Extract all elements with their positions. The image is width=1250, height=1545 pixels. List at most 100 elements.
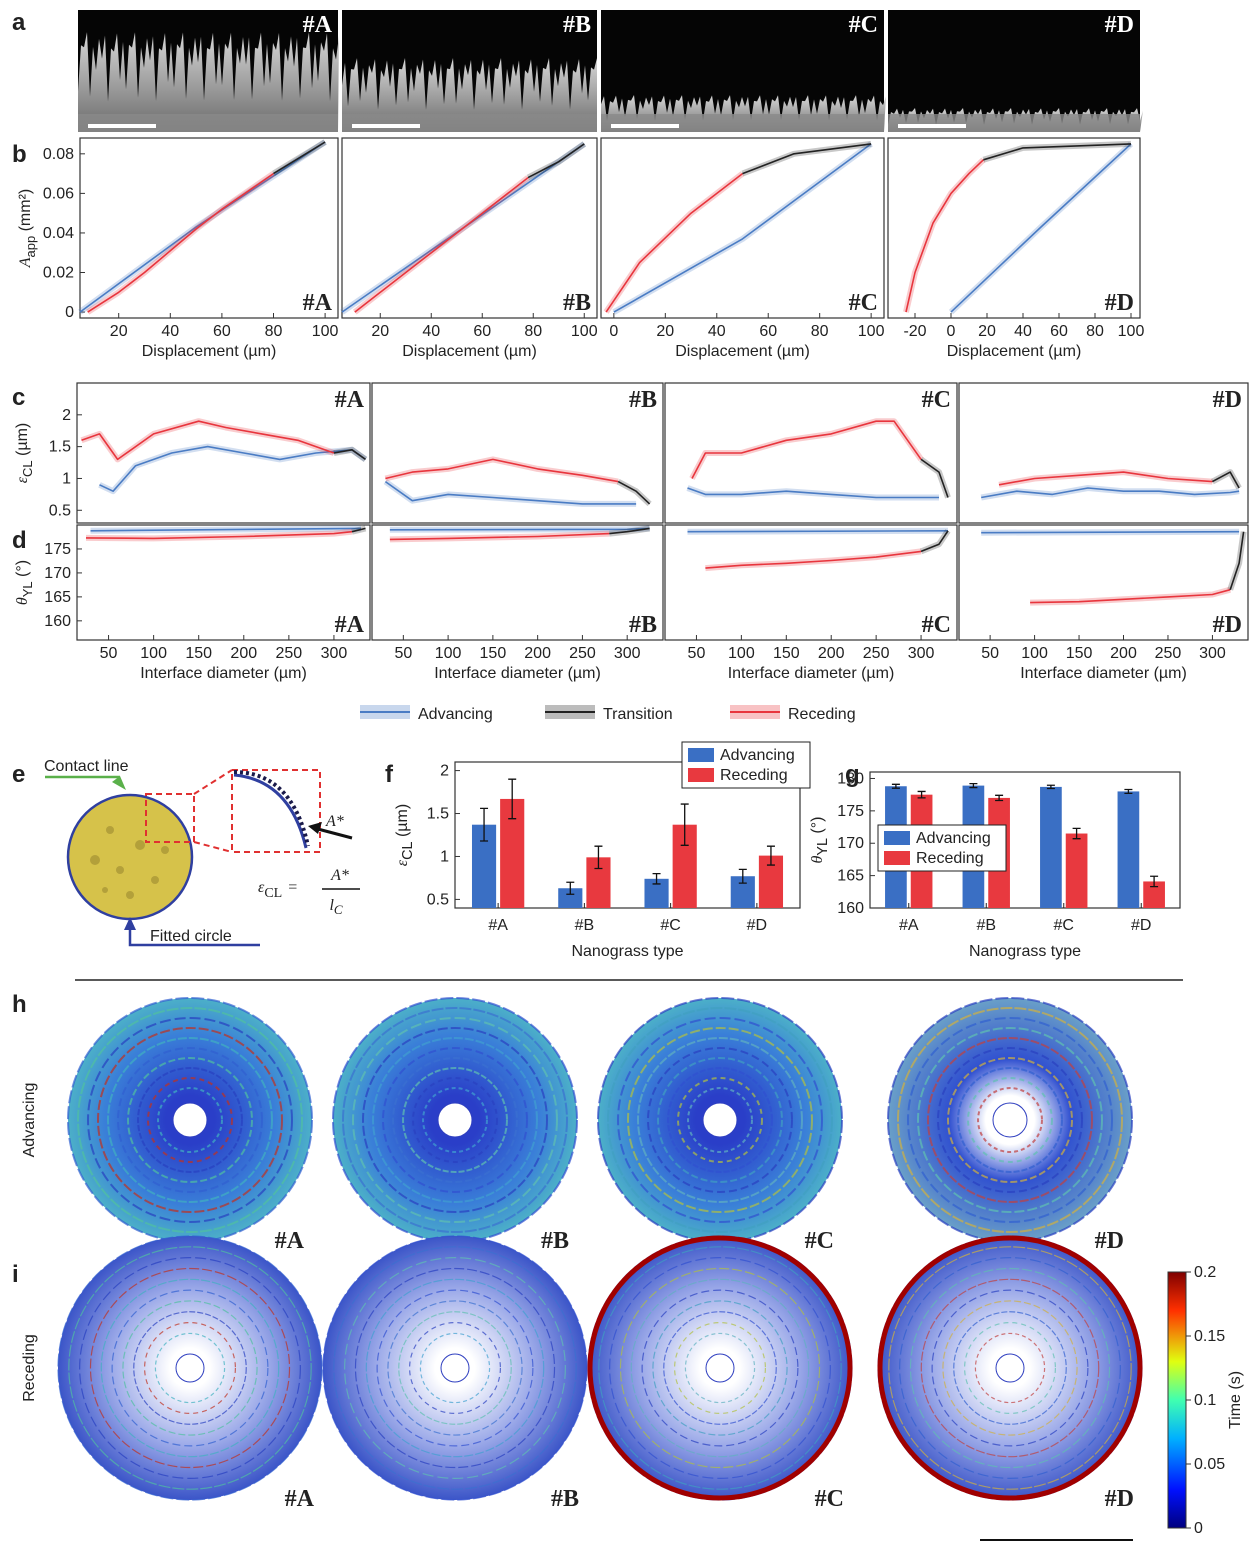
formula: εCL= (258, 879, 297, 901)
y-tick-label: 2 (440, 763, 449, 780)
legend-swatch (688, 768, 714, 782)
contour-hole (993, 1103, 1027, 1137)
x-tick-label: 300 (321, 645, 348, 662)
colorbar-label: Time (s) (1227, 1371, 1244, 1429)
y-tick-label: 0.5 (427, 891, 449, 908)
y-tick-label: 1.5 (427, 806, 449, 823)
label-subscript: YL (20, 581, 35, 597)
label-unit: (°) (14, 560, 31, 582)
x-tick-label: 100 (858, 323, 885, 340)
plot-frame (372, 525, 663, 640)
x-tick-label: 200 (230, 645, 257, 662)
y-tick-label: 0 (65, 304, 74, 321)
sem-base (601, 114, 884, 132)
x-tick-label: 100 (140, 645, 167, 662)
label-unit: (°) (809, 817, 826, 839)
x-tick-label: 300 (908, 645, 935, 662)
panel-label: f (385, 761, 394, 788)
x-tick-label: 200 (524, 645, 551, 662)
chart-tag: #C (849, 290, 878, 316)
x-tick-label: 100 (435, 645, 462, 662)
sem-base (342, 114, 597, 132)
panel-label: e (12, 761, 25, 788)
diagram: Contact line Fitted circle A* εCL= A* lC (44, 758, 360, 945)
x-tick-label: 100 (728, 645, 755, 662)
chart-tag: #B (563, 290, 591, 316)
map-tag: #B (541, 1228, 569, 1254)
x-tick-label: 40 (1014, 323, 1032, 340)
x-tick-label: 20 (371, 323, 389, 340)
x-tick-label: 50 (688, 645, 706, 662)
contour-hole (441, 1354, 469, 1382)
image-tag: #D (1105, 12, 1134, 38)
x-tick-label: 80 (1086, 323, 1104, 340)
chart-tag: #D (1105, 290, 1134, 316)
x-axis-label: Interface diameter (µm) (140, 665, 307, 682)
x-tick-label: 80 (524, 323, 542, 340)
contour-hole (173, 1103, 207, 1137)
contour-hole (996, 1354, 1024, 1382)
label-subscript: app (23, 236, 38, 258)
x-axis-label: Displacement (µm) (142, 343, 277, 360)
map-tag: #D (1095, 1228, 1124, 1254)
plot-frame (888, 138, 1140, 318)
formula-denominator: lC (329, 897, 342, 917)
x-tick-label: 20 (656, 323, 674, 340)
x-tick-label: 0 (609, 323, 618, 340)
bar (1118, 791, 1140, 908)
x-axis-label: Interface diameter (µm) (728, 665, 895, 682)
x-tick-label: 150 (480, 645, 507, 662)
colorbar-tick-label: 0.1 (1194, 1392, 1216, 1409)
x-tick-label: #C (1054, 917, 1074, 934)
sem-base (888, 114, 1140, 132)
plot-frame (959, 525, 1248, 640)
chart-tag: #C (922, 612, 951, 638)
bar (1040, 787, 1062, 908)
x-tick-label: 60 (1050, 323, 1068, 340)
formula-numerator: A* (330, 867, 349, 884)
label-unit: (µm) (14, 423, 31, 461)
y-tick-label: 0.02 (43, 265, 74, 282)
x-tick-label: #D (1131, 917, 1151, 934)
y-tick-label: 175 (837, 803, 864, 820)
y-tick-label: 160 (837, 900, 864, 917)
legend-label: Advancing (418, 706, 493, 723)
x-tick-label: 60 (213, 323, 231, 340)
y-tick-label: 0.04 (43, 225, 74, 242)
colorbar-tick-label: 0 (1194, 1520, 1203, 1537)
x-tick-label: 0 (947, 323, 956, 340)
contour-hole (176, 1354, 204, 1382)
label-unit: (µm) (394, 804, 411, 842)
x-axis-label: Displacement (µm) (402, 343, 537, 360)
x-tick-label: 300 (614, 645, 641, 662)
series-line (688, 531, 949, 532)
image-tag: #A (303, 12, 333, 38)
panel-label: a (12, 9, 26, 36)
bar (1066, 834, 1088, 908)
legend-label: Receding (720, 767, 788, 784)
y-tick-label: 180 (837, 770, 864, 787)
x-tick-label: 100 (312, 323, 339, 340)
y-tick-label: 170 (837, 835, 864, 852)
legend-label: Advancing (720, 747, 795, 764)
y-tick-label: 175 (44, 541, 71, 558)
series-line (981, 532, 1239, 533)
y-tick-label: 165 (44, 589, 71, 606)
map-tag: #A (285, 1486, 315, 1512)
chart-tag: #B (629, 612, 657, 638)
x-tick-label: #B (575, 917, 595, 934)
chart-tag: #A (335, 387, 365, 413)
panel-label: c (12, 384, 25, 411)
label-symbol: θ (14, 597, 31, 605)
row-label: Advancing (21, 1083, 38, 1158)
x-tick-label: 60 (473, 323, 491, 340)
label-subscript: YL (815, 838, 831, 856)
x-tick-label: #C (660, 917, 680, 934)
y-tick-label: 170 (44, 565, 71, 582)
chart-tag: #A (303, 290, 333, 316)
x-axis-label: Nanograss type (571, 943, 683, 960)
legend-label: Transition (603, 706, 673, 723)
x-tick-label: #A (899, 917, 919, 934)
label-subscript: CL (20, 460, 35, 477)
x-tick-label: 300 (1199, 645, 1226, 662)
